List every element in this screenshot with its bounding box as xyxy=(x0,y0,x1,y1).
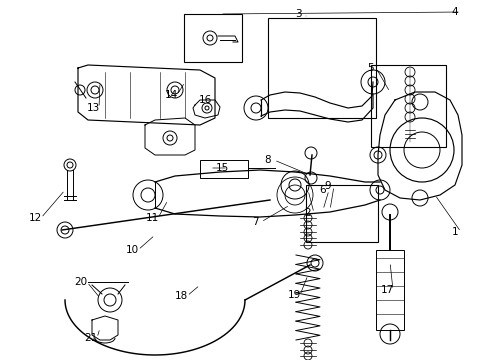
Bar xyxy=(370,65,445,147)
Bar xyxy=(375,250,403,330)
Text: 12: 12 xyxy=(28,213,41,223)
Bar xyxy=(200,160,247,178)
Bar xyxy=(305,185,377,242)
Text: 10: 10 xyxy=(125,245,138,255)
Text: 9: 9 xyxy=(324,181,331,191)
Text: 15: 15 xyxy=(215,163,228,173)
Text: 11: 11 xyxy=(145,213,158,223)
Text: 14: 14 xyxy=(164,90,177,100)
Text: 7: 7 xyxy=(251,217,258,227)
Text: 16: 16 xyxy=(198,95,211,105)
Text: 19: 19 xyxy=(287,290,300,300)
Text: 18: 18 xyxy=(174,291,187,301)
Text: 20: 20 xyxy=(74,277,87,287)
Text: 17: 17 xyxy=(380,285,393,295)
Text: 2: 2 xyxy=(304,208,311,218)
Text: 3: 3 xyxy=(294,9,301,19)
Bar xyxy=(267,18,375,118)
Text: 4: 4 xyxy=(451,7,457,17)
Text: 13: 13 xyxy=(86,103,100,113)
Bar xyxy=(183,14,242,62)
Text: 21: 21 xyxy=(84,333,98,343)
Text: 1: 1 xyxy=(451,227,457,237)
Text: 8: 8 xyxy=(264,155,271,165)
Text: 6: 6 xyxy=(319,185,325,195)
Text: 5: 5 xyxy=(366,63,372,73)
